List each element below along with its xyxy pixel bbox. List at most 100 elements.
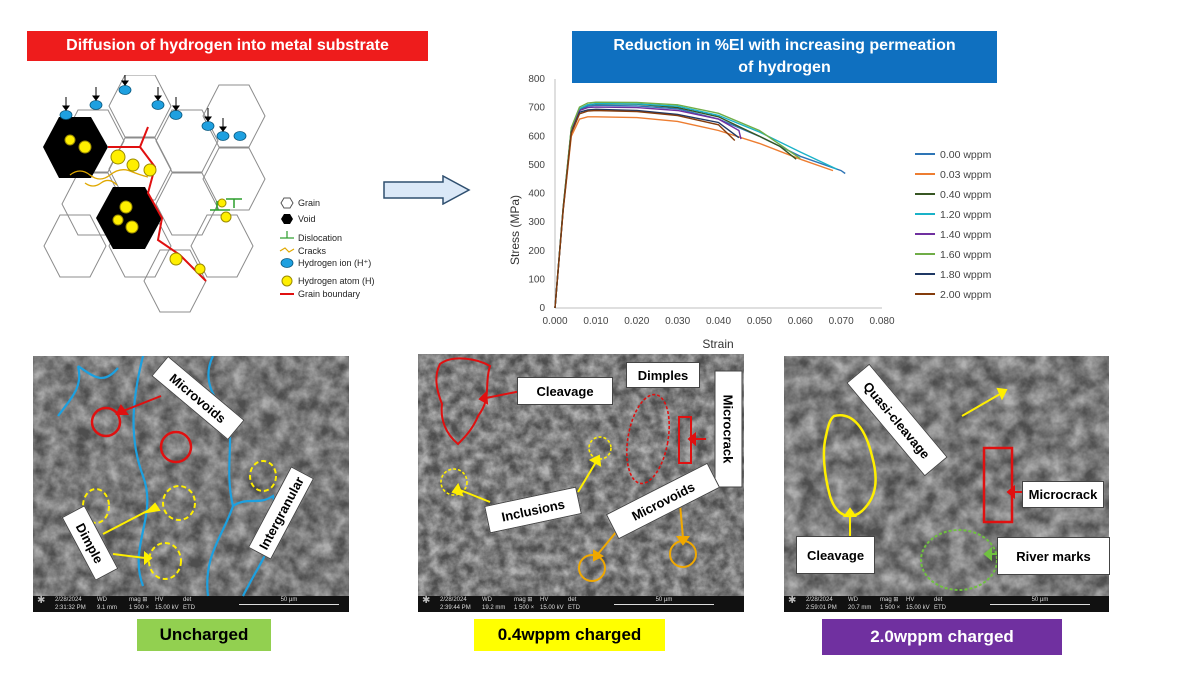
sem-wd-1: 9.1 mm xyxy=(97,605,118,611)
hexagon-outline-icon xyxy=(280,197,294,209)
legend-label: 0.03 wppm xyxy=(940,169,992,181)
x-tick-label: 0.010 xyxy=(583,316,608,327)
microvoid-circle-a xyxy=(578,554,606,582)
sem-date-2: 2/28/2024 xyxy=(440,597,467,603)
crack-lines xyxy=(69,169,149,187)
x-tick-label: 0.080 xyxy=(869,316,894,327)
dislocation-marks xyxy=(210,198,242,211)
series-line-0-40-wppm xyxy=(554,103,797,309)
x-tick-label: 0.060 xyxy=(788,316,813,327)
sem-hv-2: 15.00 kV xyxy=(540,605,564,611)
caption-uncharged: Uncharged xyxy=(137,619,271,651)
sem-date-3: 2/28/2024 xyxy=(806,597,833,603)
sem-wd-label-3: WD xyxy=(848,597,858,603)
microcrack-box-3 xyxy=(982,446,1014,524)
sem-info-bar-2: ✱ 2/28/2024 2:39:44 PM WD 19.2 mm mag ⊞ … xyxy=(418,596,744,612)
sem-det-label-2: det xyxy=(568,597,577,603)
legend-label: 1.20 wppm xyxy=(940,209,992,221)
x-tick-label: 0.030 xyxy=(665,316,690,327)
sem-det-2: ETD xyxy=(568,605,580,611)
y-tick-label: 500 xyxy=(528,160,545,171)
right-arrow-icon xyxy=(383,175,471,205)
callout-microcrack-3: Microcrack xyxy=(1022,481,1104,508)
sem-time-1: 2:31:32 PM xyxy=(55,605,86,611)
callout-cleavage-3: Cleavage xyxy=(796,536,875,574)
series-line-1-60-wppm xyxy=(554,101,801,309)
x-tick-label: 0.020 xyxy=(624,316,649,327)
sem-mag-label-2: mag ⊞ xyxy=(514,597,533,603)
callout-microcrack-2: Microcrack xyxy=(714,370,743,488)
sem-mag-label-3: mag ⊞ xyxy=(880,597,899,603)
legend-label: 1.60 wppm xyxy=(940,249,992,261)
series-line-2-00-wppm xyxy=(554,109,736,309)
sem-hv-label-2: HV xyxy=(540,597,549,603)
legend-dislocation: Dislocation xyxy=(298,233,342,243)
chart-title-line2: of hydrogen xyxy=(738,59,831,76)
yellow-circle-icon xyxy=(281,275,293,287)
y-tick-label: 100 xyxy=(528,274,545,285)
dislocation-icon xyxy=(280,231,294,239)
legend-void: Void xyxy=(298,214,316,224)
blue-ellipse-icon xyxy=(280,258,294,268)
sem-scale-3: 50 µm xyxy=(990,596,1090,605)
y-tick-label: 200 xyxy=(528,246,545,257)
dimples-outline xyxy=(626,393,670,485)
sem-hv-3: 15.00 kV xyxy=(906,605,930,611)
hydrogen-atoms xyxy=(64,134,232,275)
void-upper-left xyxy=(43,117,108,178)
y-tick-label: 800 xyxy=(528,74,545,85)
chart-series xyxy=(554,101,846,309)
schematic-legend-icons xyxy=(279,197,295,295)
sem-info-bar-1: ✱ 2/28/2024 2:31:32 PM WD 9.1 mm mag ⊞ 1… xyxy=(33,596,349,612)
legend-grain: Grain xyxy=(298,198,320,208)
sem-wd-label-2: WD xyxy=(482,597,492,603)
y-tick-label: 600 xyxy=(528,131,545,142)
legend-label: 0.40 wppm xyxy=(940,189,992,201)
sem-scale-2: 50 µm xyxy=(614,596,714,605)
legend-hydrogen-atom: Hydrogen atom (H) xyxy=(298,276,375,286)
caption-0-4wppm: 0.4wppm charged xyxy=(474,619,665,651)
chart-title-line1: Reduction in %El with increasing permeat… xyxy=(613,37,956,54)
sem-mag-3: 1 500 × xyxy=(880,605,901,611)
callout-dimples: Dimples xyxy=(626,362,700,388)
y-tick-label: 0 xyxy=(539,303,545,314)
sem-det-3: ETD xyxy=(934,605,946,611)
x-tick-label: 0.000 xyxy=(542,316,567,327)
sem-hv-label-1: HV xyxy=(155,597,164,603)
caption-2-0wppm: 2.0wppm charged xyxy=(822,619,1062,655)
chart-xlabel: Strain xyxy=(702,337,733,351)
cleavage-outline xyxy=(435,357,492,446)
hexagon-filled-icon xyxy=(281,214,293,224)
y-tick-label: 300 xyxy=(528,217,545,228)
inclusion-circle-1 xyxy=(440,468,468,496)
void-center xyxy=(96,187,162,249)
x-tick-label: 0.070 xyxy=(829,316,854,327)
diffusion-schematic: Grain Void Dislocation Cracks Hydrogen i… xyxy=(43,75,375,313)
legend-label: 1.80 wppm xyxy=(940,269,992,281)
y-tick-label: 400 xyxy=(528,189,545,200)
microvoid-circle-1 xyxy=(90,406,122,438)
sem-wd-3: 20.7 mm xyxy=(848,605,872,611)
stress-strain-chart: 0.000 0.010 0.020 0.030 0.040 0.050 0.060 0.070… xyxy=(508,74,992,351)
series-line-1-80-wppm xyxy=(554,108,740,309)
sem-wd-2: 19.2 mm xyxy=(482,605,506,611)
legend-label: 0.00 wppm xyxy=(940,149,992,161)
sem-time-3: 2:59:01 PM xyxy=(806,605,837,611)
legend-cracks: Cracks xyxy=(298,246,327,256)
sem-time-2: 2:39:44 PM xyxy=(440,605,471,611)
sem-det-label-3: det xyxy=(934,597,943,603)
sem-scale-1: 50 µm xyxy=(239,596,339,605)
fei-logo-icon: ✱ xyxy=(422,595,431,606)
callout-arrows xyxy=(102,502,161,566)
intergranular-boundary xyxy=(57,356,277,597)
series-line-0-00-wppm xyxy=(554,104,846,309)
legend-grain-boundary: Grain boundary xyxy=(298,289,361,299)
sem-hv-1: 15.00 kV xyxy=(155,605,179,611)
grain-mesh xyxy=(43,75,266,313)
callout-cleavage-2: Cleavage xyxy=(517,377,613,405)
sem-wd-label-1: WD xyxy=(97,597,107,603)
y-tick-label: 700 xyxy=(528,103,545,114)
legend-hydrogen-ion: Hydrogen ion (H⁺) xyxy=(298,258,371,268)
chart-title: Reduction in %El with increasing permeat… xyxy=(572,31,997,83)
chart-legend: 0.00 wppm 0.03 wppm 0.40 wppm 1.20 wppm 1.40… xyxy=(915,149,992,301)
